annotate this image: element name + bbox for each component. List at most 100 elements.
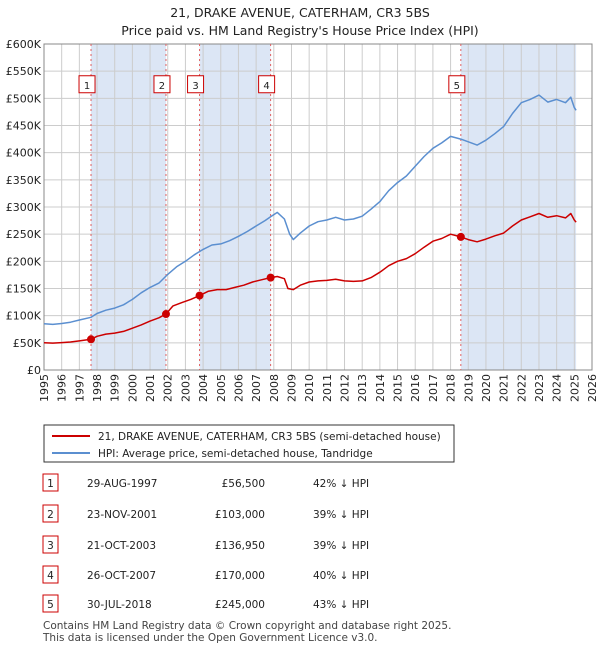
row-date: 29-AUG-1997 — [87, 478, 157, 490]
x-tick-label: 2003 — [179, 374, 192, 402]
sale-box-4 — [258, 75, 276, 94]
x-tick-label: 1998 — [91, 374, 104, 402]
x-tick-label: 2025 — [568, 374, 581, 402]
x-tick-label: 2013 — [356, 374, 369, 402]
row-number: 1 — [47, 478, 54, 490]
row-number: 5 — [47, 599, 54, 611]
row-number: 2 — [47, 509, 54, 521]
x-tick-label: 2012 — [339, 374, 352, 402]
transactions-table: 1 29-AUG-1997 £56,500 42% ↓ HPI 2 23-NOV… — [42, 473, 369, 613]
sale-marker-5 — [456, 232, 465, 241]
row-date: 23-NOV-2001 — [87, 509, 157, 521]
x-tick-label: 2023 — [533, 374, 546, 402]
sale-box-5 — [448, 75, 466, 94]
table-row: 2 23-NOV-2001 £103,000 39% ↓ HPI — [42, 504, 369, 523]
x-tick-label: 1999 — [109, 374, 122, 402]
legend-hpi-label: HPI: Average price, semi-detached house,… — [98, 448, 373, 460]
x-tick-label: 2022 — [515, 374, 528, 402]
x-tick-label: 1997 — [73, 374, 86, 402]
row-price: £245,000 — [215, 599, 265, 611]
sale-box-label-1: 1 — [84, 81, 90, 92]
x-tick-label: 2001 — [144, 374, 157, 402]
row-hpi: 43% ↓ HPI — [313, 599, 369, 611]
y-axis-ticks: £0 £50K £100K £150K £200K £250K £300K £350K £400… — [6, 38, 42, 377]
x-tick-label: 2000 — [126, 374, 139, 402]
x-tick-label: 1995 — [38, 374, 51, 402]
sale-box-label-5: 5 — [454, 81, 460, 92]
x-tick-label: 2008 — [268, 374, 281, 402]
y-tick-label: £600K — [6, 38, 42, 51]
row-number: 4 — [47, 570, 54, 582]
y-tick-label: £200K — [6, 255, 42, 268]
x-tick-label: 2018 — [445, 374, 458, 402]
y-tick-label: £400K — [6, 147, 42, 160]
series-lines — [43, 94, 577, 344]
row-price: £56,500 — [222, 478, 265, 490]
y-tick-label: £350K — [6, 174, 42, 187]
row-price: £170,000 — [215, 570, 265, 582]
y-tick-label: £300K — [6, 201, 42, 214]
x-tick-label: 2009 — [285, 374, 298, 402]
table-row: 1 29-AUG-1997 £56,500 42% ↓ HPI — [42, 473, 369, 492]
y-tick-label: £50K — [13, 337, 42, 350]
x-tick-label: 2006 — [232, 374, 245, 402]
table-row: 4 26-OCT-2007 £170,000 40% ↓ HPI — [42, 565, 369, 584]
x-axis-ticks: 1995 1996 1997 1998 1999 2000 2001 2002 2003 2004… — [38, 374, 599, 402]
sale-number-boxes: 1 2 3 4 5 — [78, 75, 466, 94]
chart-title: 21, DRAKE AVENUE, CATERHAM, CR3 5BS — [170, 5, 430, 20]
row-number-box — [42, 594, 59, 613]
gridlines — [43, 43, 593, 371]
sale-box-3 — [187, 75, 205, 94]
x-tick-label: 2019 — [462, 374, 475, 402]
row-hpi: 42% ↓ HPI — [313, 478, 369, 490]
legend-property-label: 21, DRAKE AVENUE, CATERHAM, CR3 5BS (sem… — [98, 431, 441, 443]
chart-subtitle: Price paid vs. HM Land Registry's House … — [121, 23, 478, 38]
row-hpi: 40% ↓ HPI — [313, 570, 369, 582]
property-price-line — [43, 212, 577, 344]
sale-marker-2 — [161, 310, 170, 319]
row-date: 21-OCT-2003 — [87, 540, 156, 552]
row-date: 30-JUL-2018 — [87, 599, 152, 611]
sale-markers — [87, 232, 465, 344]
x-tick-label: 2014 — [374, 374, 387, 402]
x-tick-label: 2017 — [427, 374, 440, 402]
row-number-box — [42, 535, 59, 554]
x-tick-label: 1996 — [56, 374, 69, 402]
row-number-box — [42, 504, 59, 523]
row-date: 26-OCT-2007 — [87, 570, 156, 582]
plot-border — [43, 43, 593, 371]
y-tick-label: £0 — [27, 364, 41, 377]
legend-box — [43, 424, 455, 463]
x-tick-label: 2007 — [250, 374, 263, 402]
row-price: £103,000 — [215, 509, 265, 521]
x-tick-label: 2011 — [321, 374, 334, 402]
row-hpi: 39% ↓ HPI — [313, 540, 369, 552]
x-tick-label: 2004 — [197, 374, 210, 402]
hpi-line — [43, 94, 577, 326]
y-tick-label: £100K — [6, 310, 42, 323]
table-row: 3 21-OCT-2003 £136,950 39% ↓ HPI — [42, 535, 369, 554]
row-number-box — [42, 565, 59, 584]
x-tick-label: 2015 — [392, 374, 405, 402]
sale-box-label-2: 2 — [159, 81, 165, 92]
y-tick-label: £500K — [6, 92, 42, 105]
table-row: 5 30-JUL-2018 £245,000 43% ↓ HPI — [42, 594, 369, 613]
x-tick-label: 2005 — [215, 374, 228, 402]
sale-marker-1 — [87, 335, 96, 344]
sale-marker-3 — [195, 291, 204, 300]
x-tick-label: 2020 — [480, 374, 493, 402]
row-price: £136,950 — [215, 540, 265, 552]
legend: 21, DRAKE AVENUE, CATERHAM, CR3 5BS (sem… — [43, 424, 455, 463]
x-tick-label: 2021 — [498, 374, 511, 402]
sale-box-2 — [153, 75, 171, 94]
sale-box-label-3: 3 — [192, 81, 198, 92]
x-tick-label: 2026 — [586, 374, 599, 402]
y-tick-label: £450K — [6, 120, 42, 133]
row-number-box — [42, 473, 59, 492]
row-number: 3 — [47, 540, 54, 552]
sale-marker-4 — [266, 273, 275, 282]
x-tick-label: 2016 — [409, 374, 422, 402]
footer-licence: This data is licensed under the Open Gov… — [42, 632, 378, 644]
row-hpi: 39% ↓ HPI — [313, 509, 369, 521]
x-tick-label: 2010 — [303, 374, 316, 402]
